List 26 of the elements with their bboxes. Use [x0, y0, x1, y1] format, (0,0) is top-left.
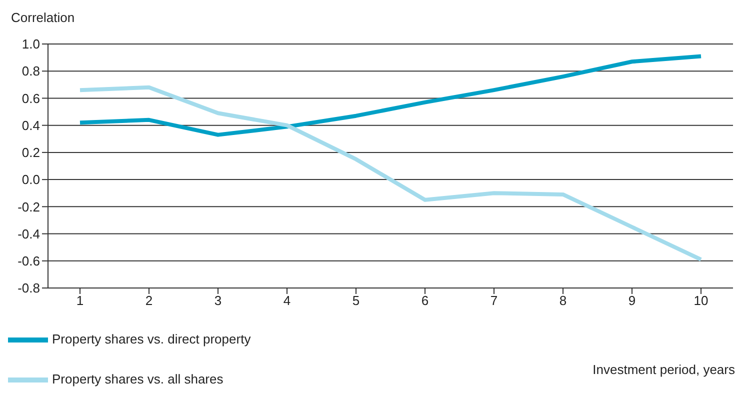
x-tick-label: 2	[145, 293, 153, 308]
line-series	[78, 54, 703, 137]
legend-label: Property shares vs. direct property	[52, 331, 251, 346]
x-tick-label: 6	[421, 293, 429, 308]
y-tick-label: 1.0	[22, 36, 40, 52]
y-tick-label: 0.6	[22, 90, 40, 106]
y-axis-title: Correlation	[11, 10, 75, 25]
x-tick-label: 3	[214, 293, 222, 308]
y-tick-label: 0.2	[22, 145, 40, 160]
x-tick-label: 9	[628, 293, 636, 308]
y-tick-label: -0.8	[18, 280, 40, 296]
line-series	[78, 85, 703, 262]
y-tick-label: 0.4	[22, 118, 40, 133]
x-tick-label: 1	[76, 293, 84, 308]
y-tick-label: 0.0	[22, 172, 40, 188]
x-tick-label: 10	[694, 293, 708, 308]
y-tick-label: -0.6	[18, 254, 40, 269]
x-tick-label: 5	[352, 293, 360, 308]
x-tick-label: 4	[283, 293, 291, 308]
legend-label: Property shares vs. all shares	[52, 371, 224, 386]
x-tick-label: 7	[490, 293, 498, 308]
x-axis-title: Investment period, years	[592, 362, 735, 377]
y-tick-label: -0.4	[18, 226, 40, 242]
y-tick-label: -0.2	[18, 199, 40, 214]
y-tick-label: 0.8	[22, 64, 40, 79]
x-tick-label: 8	[559, 293, 567, 308]
